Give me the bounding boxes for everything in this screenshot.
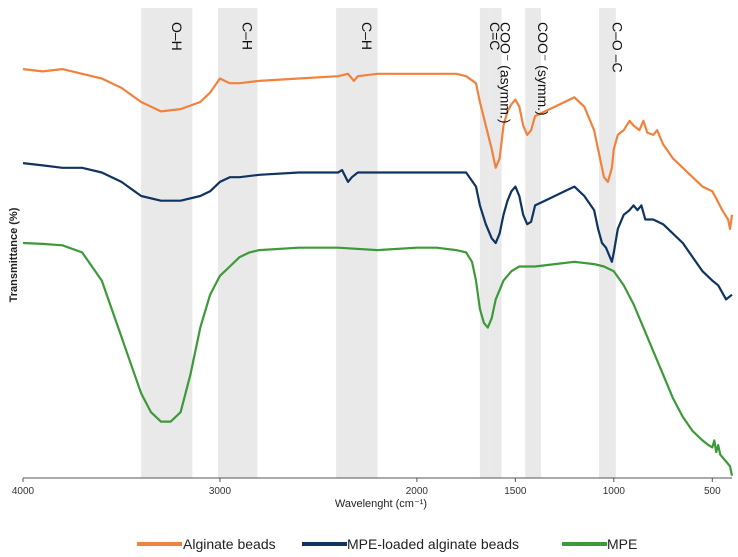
band-label-0: O–H <box>169 22 185 51</box>
band-3-c-c <box>479 8 490 478</box>
series-layer <box>22 68 734 476</box>
x-tick-label-3000: 3000 <box>209 486 232 497</box>
series-line-alginate-beads <box>22 68 734 230</box>
band-label-5: COO⁻ (symm.) <box>535 22 551 116</box>
x-tick-label-1000: 1000 <box>603 486 626 497</box>
legend: Alginate beads MPE-loaded alginate beads… <box>137 536 637 552</box>
y-axis-title: Transmittance (%) <box>8 207 20 302</box>
x-tick-label-4000: 4000 <box>12 486 35 497</box>
legend-label-alginate-beads: Alginate beads <box>183 536 276 552</box>
axes: 4000 3000 2000 1500 1000 500 <box>12 477 732 497</box>
x-tick-label-1500: 1500 <box>504 486 527 497</box>
band-label-4: COO⁻ (asymm.) <box>498 22 514 123</box>
series-line-mpe-loaded-alginate-beads <box>22 162 733 301</box>
series-line-mpe <box>22 241 734 476</box>
band-5-coo-symm <box>525 8 541 478</box>
band-6-c-o-c <box>599 8 616 478</box>
band-label-6: C–O –C <box>609 22 625 73</box>
legend-label-mpe-loaded-alginate-beads: MPE-loaded alginate beads <box>347 536 519 552</box>
band-label-2: C–H <box>359 22 375 50</box>
x-axis-title: Wavelenght (cm⁻¹) <box>335 498 427 510</box>
band-2-c-h <box>336 8 378 478</box>
band-label-3: C=C <box>487 22 503 50</box>
x-tick-label-500: 500 <box>704 486 721 497</box>
band-label-1: C–H <box>240 22 256 50</box>
x-tick-label-2000: 2000 <box>406 486 429 497</box>
legend-label-mpe: MPE <box>607 536 637 552</box>
band-1-c-h <box>217 8 258 478</box>
